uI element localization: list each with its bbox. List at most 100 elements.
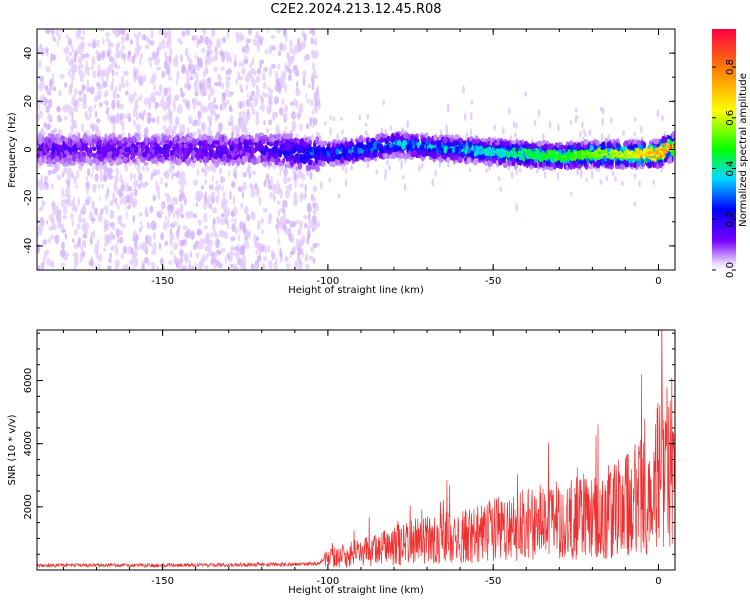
noise-blob xyxy=(91,41,97,49)
noise-blob xyxy=(610,116,613,124)
noise-blob xyxy=(168,92,172,98)
noise-blob xyxy=(133,70,137,78)
noise-blob xyxy=(309,99,314,106)
noise-blob xyxy=(167,218,170,228)
noise-blob xyxy=(68,86,73,96)
noise-blob xyxy=(67,38,72,47)
noise-blob xyxy=(51,73,55,80)
noise-blob xyxy=(199,244,204,250)
noise-blob xyxy=(633,201,637,207)
noise-blob xyxy=(173,172,177,177)
noise-blob xyxy=(44,85,49,91)
noise-blob xyxy=(56,105,61,113)
noise-blob xyxy=(537,109,541,117)
noise-blob xyxy=(136,179,139,187)
noise-blob xyxy=(131,267,136,270)
noise-blob xyxy=(652,179,655,186)
noise-blob xyxy=(515,203,518,212)
noise-blob xyxy=(77,96,83,103)
noise-blob xyxy=(640,125,643,134)
noise-blob xyxy=(108,174,114,180)
noise-blob xyxy=(215,48,218,59)
noise-blob xyxy=(543,171,547,179)
spectrogram-cell xyxy=(281,158,285,164)
noise-blob xyxy=(313,91,318,101)
spectrogram-cell xyxy=(37,133,43,140)
noise-blob xyxy=(283,118,286,123)
noise-blob xyxy=(119,221,124,227)
noise-blob xyxy=(268,180,271,185)
spectrogram-cell xyxy=(109,133,113,140)
noise-blob xyxy=(124,263,130,270)
noise-blob xyxy=(213,104,219,110)
noise-blob xyxy=(109,231,114,241)
noise-blob xyxy=(206,50,210,57)
spectrogram-cell xyxy=(420,137,426,143)
noise-blob xyxy=(570,191,573,196)
noise-blob xyxy=(68,51,73,57)
noise-blob xyxy=(315,221,321,228)
noise-blob xyxy=(158,29,163,36)
noise-blob xyxy=(57,114,62,123)
noise-blob xyxy=(119,49,123,55)
noise-blob xyxy=(77,29,82,36)
noise-blob xyxy=(324,121,327,126)
noise-blob xyxy=(133,250,138,257)
noise-blob xyxy=(301,172,306,182)
noise-blob xyxy=(216,249,220,255)
noise-blob xyxy=(179,131,184,137)
noise-blob xyxy=(201,123,207,133)
noise-blob xyxy=(56,174,62,181)
spectrogram-cell xyxy=(305,149,310,155)
noise-blob xyxy=(201,48,206,53)
noise-blob xyxy=(77,237,82,244)
noise-blob xyxy=(202,29,206,33)
noise-blob xyxy=(229,263,234,269)
noise-blob xyxy=(278,50,282,56)
noise-blob xyxy=(242,223,246,234)
noise-blob xyxy=(292,113,298,118)
noise-blob xyxy=(105,220,110,227)
spectrogram-cell xyxy=(166,149,170,156)
noise-blob xyxy=(41,183,46,190)
noise-blob xyxy=(364,129,368,136)
noise-blob xyxy=(143,127,149,137)
noise-blob xyxy=(99,84,104,90)
noise-blob xyxy=(164,182,168,188)
noise-blob xyxy=(210,161,215,172)
noise-blob xyxy=(285,33,288,43)
spectrogram-cell xyxy=(171,155,174,160)
noise-blob xyxy=(184,49,187,56)
noise-blob xyxy=(131,55,136,64)
noise-blob xyxy=(485,168,488,173)
noise-blob xyxy=(218,122,223,132)
noise-blob xyxy=(574,107,578,113)
noise-blob xyxy=(247,164,251,174)
noise-blob xyxy=(60,29,64,34)
noise-blob xyxy=(92,165,95,173)
noise-blob xyxy=(465,135,468,141)
noise-blob xyxy=(172,196,178,202)
noise-blob xyxy=(101,50,106,59)
noise-blob xyxy=(179,189,185,194)
noise-blob xyxy=(125,194,131,204)
noise-blob xyxy=(384,173,387,181)
noise-blob xyxy=(109,222,114,228)
noise-blob xyxy=(310,246,315,252)
noise-blob xyxy=(310,49,315,57)
noise-blob xyxy=(638,180,641,187)
noise-blob xyxy=(259,59,262,70)
noise-blob xyxy=(141,165,145,171)
noise-blob xyxy=(182,225,188,231)
noise-blob xyxy=(661,115,664,122)
noise-blob xyxy=(193,97,198,107)
noise-blob xyxy=(186,75,190,85)
noise-blob xyxy=(141,34,147,41)
noise-blob xyxy=(52,207,57,216)
noise-blob xyxy=(227,254,230,260)
noise-blob xyxy=(114,116,120,124)
noise-blob xyxy=(50,29,55,35)
noise-blob xyxy=(100,170,103,175)
noise-blob xyxy=(147,96,152,107)
noise-blob xyxy=(233,60,237,68)
